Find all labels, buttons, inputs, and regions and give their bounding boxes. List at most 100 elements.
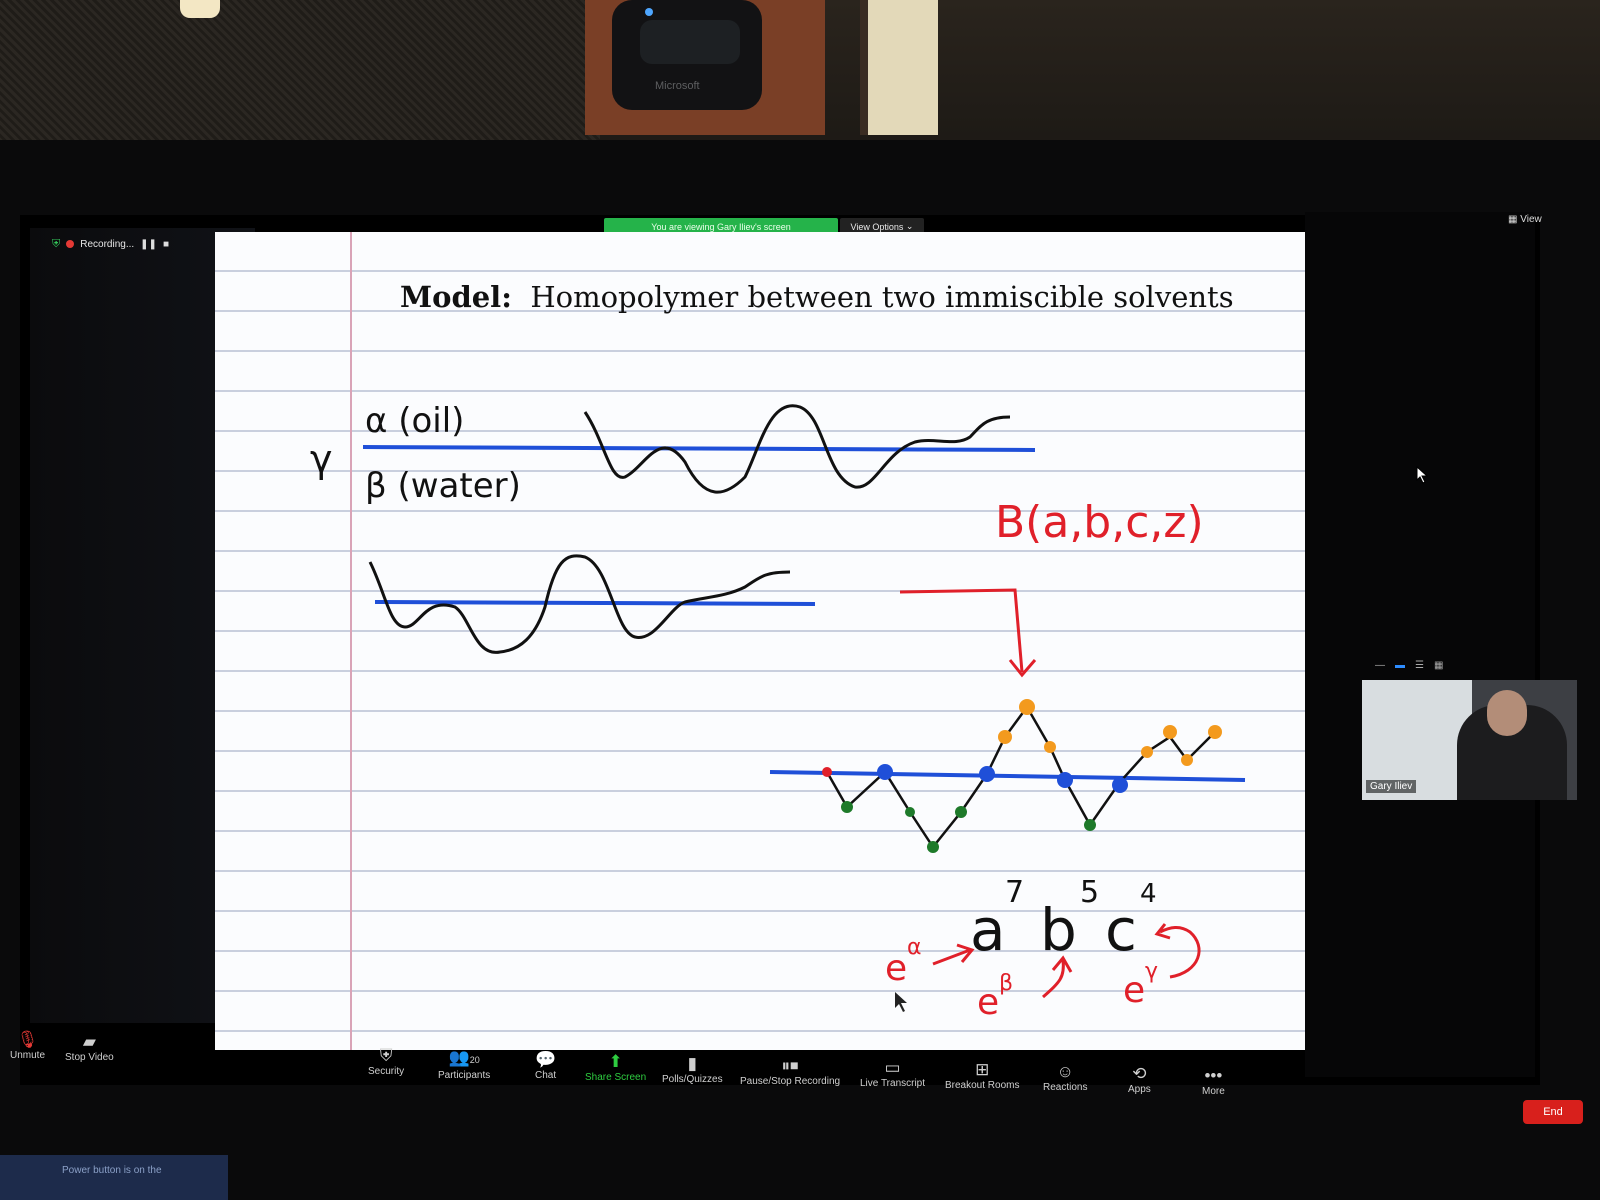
- polls-button[interactable]: ▮ Polls/Quizzes: [662, 1054, 723, 1085]
- viewing-banner: You are viewing Gary Iliev's screen: [604, 218, 838, 235]
- c-exponent: 4: [1140, 879, 1157, 909]
- arrow-e-beta: [1042, 955, 1073, 999]
- margin-line: [350, 232, 352, 1050]
- viewing-banner-text: You are viewing Gary Iliev's screen: [651, 221, 791, 232]
- chat-button[interactable]: 💬 Chat: [535, 1050, 556, 1081]
- live-transcript-button[interactable]: ▭ Live Transcript: [860, 1058, 925, 1089]
- dot-green: [841, 801, 853, 813]
- polls-label: Polls/Quizzes: [662, 1074, 723, 1085]
- share-screen-label: Share Screen: [585, 1072, 647, 1083]
- participants-icon: 👥20: [448, 1048, 480, 1067]
- meeting-toolbar: 🎙︎ Unmute ▰ Stop Video ⛨ Security 👥20 Pa…: [0, 1028, 1600, 1108]
- webcam-lens: [640, 20, 740, 64]
- view-options-button[interactable]: View Options ⌄: [840, 218, 924, 235]
- more-dots-icon: •••: [1204, 1066, 1223, 1085]
- stop-recording-icon[interactable]: ■: [162, 238, 169, 250]
- c-base: c: [1105, 896, 1137, 964]
- end-meeting-button[interactable]: End: [1523, 1100, 1583, 1124]
- encryption-shield-icon: ⛨: [52, 237, 61, 250]
- pause-recording-icon[interactable]: ❚❚: [140, 238, 157, 250]
- smiley-icon: ☺: [1056, 1062, 1074, 1081]
- security-label: Security: [368, 1066, 405, 1077]
- security-button[interactable]: ⛨ Security: [368, 1046, 404, 1077]
- slide-title-bold: Model:: [400, 280, 512, 314]
- view-grid-icon: ▦: [1508, 214, 1521, 225]
- polymer-curve-bottom: [368, 554, 791, 654]
- pause-stop-icon: ⏸⏹: [781, 1056, 799, 1075]
- dot-green: [927, 841, 939, 853]
- participant-head: [1487, 690, 1527, 736]
- gallery-view-controls: — ▬ ☰ ▦: [1375, 660, 1443, 671]
- unmute-button[interactable]: 🎙︎ Unmute: [10, 1030, 45, 1061]
- dot-green: [905, 807, 915, 817]
- shared-slide: Model: Homopolymer between two immiscibl…: [215, 232, 1305, 1050]
- recording-status: ⛨ Recording... ❚❚ ■: [52, 236, 169, 252]
- share-screen-button[interactable]: ⬆ Share Screen: [585, 1052, 646, 1083]
- gamma-label: γ: [310, 437, 333, 481]
- a-exponent: 7: [1005, 875, 1024, 910]
- b-base: b: [1040, 896, 1077, 964]
- reactions-label: Reactions: [1043, 1082, 1088, 1093]
- recording-dot-icon: [66, 240, 75, 248]
- lattice-dots: [822, 699, 1222, 853]
- slide-title: Model: Homopolymer between two immiscibl…: [400, 280, 1234, 314]
- ruled-lines: [215, 232, 1305, 1050]
- apps-button[interactable]: ⟲ Apps: [1128, 1064, 1151, 1095]
- participants-label: Participants: [438, 1070, 491, 1081]
- muted-mic-icon: 🎙︎: [16, 1030, 39, 1049]
- apps-icon: ⟲: [1132, 1064, 1147, 1083]
- apps-label: Apps: [1128, 1084, 1151, 1095]
- dot-green: [1084, 819, 1096, 831]
- more-label: More: [1202, 1086, 1225, 1097]
- bar-chart-icon: ▮: [687, 1054, 697, 1073]
- b-exponent: 5: [1080, 875, 1099, 910]
- participant-video[interactable]: Gary Iliev: [1362, 680, 1577, 800]
- dot-orange: [1141, 746, 1153, 758]
- view-options-label: View Options: [850, 221, 904, 232]
- doorframe: [860, 0, 938, 135]
- dot-green: [955, 806, 967, 818]
- stop-video-button[interactable]: ▰ Stop Video: [65, 1032, 114, 1063]
- dot-orange: [1208, 725, 1222, 739]
- dot-orange: [1181, 754, 1193, 766]
- participant-name: Gary Iliev: [1366, 780, 1417, 793]
- pause-recording-button[interactable]: ⏸⏹ Pause/Stop Recording: [740, 1056, 840, 1087]
- participants-count: 20: [469, 1055, 480, 1065]
- stop-video-label: Stop Video: [65, 1052, 114, 1063]
- interface-line-top: [362, 445, 1036, 452]
- slide-title-rest: Homopolymer between two immiscible solve…: [530, 280, 1234, 314]
- beta-water-label: β (water): [365, 466, 521, 506]
- e-alpha-base: e: [885, 948, 907, 989]
- speaker-view-icon[interactable]: ▬: [1395, 660, 1405, 671]
- minimize-icon[interactable]: —: [1375, 660, 1385, 671]
- dot-orange: [1044, 741, 1056, 753]
- video-camera-icon: ▰: [82, 1032, 96, 1051]
- share-screen-icon: ⬆: [608, 1052, 623, 1071]
- e-gamma-sup: γ: [1145, 959, 1158, 984]
- cc-icon: ▭: [884, 1058, 901, 1077]
- shield-icon: ⛨: [379, 1046, 393, 1065]
- strip-view-icon[interactable]: ☰: [1415, 660, 1424, 671]
- gallery-grid-icon[interactable]: ▦: [1433, 660, 1444, 671]
- arrow-e-alpha: [932, 943, 975, 966]
- participants-button[interactable]: 👥20 Participants: [438, 1048, 490, 1081]
- interface-line-bottom: [374, 600, 816, 606]
- breakout-rooms-button[interactable]: ⊞ Breakout Rooms: [945, 1060, 1019, 1091]
- dot-orange: [998, 730, 1012, 744]
- reactions-button[interactable]: ☺ Reactions: [1043, 1062, 1087, 1093]
- mouse-pointer-icon: [895, 992, 907, 1012]
- a-base: a: [970, 896, 1006, 964]
- dot-blue: [1057, 772, 1073, 788]
- ceiling-light: [180, 0, 220, 18]
- more-button[interactable]: ••• More: [1202, 1066, 1225, 1097]
- view-button[interactable]: ▦ View: [1508, 214, 1542, 225]
- e-beta-sup: β: [999, 971, 1013, 996]
- dot-blue: [979, 766, 995, 782]
- chevron-down-icon: ⌄: [903, 221, 914, 231]
- dot-blue: [1112, 777, 1128, 793]
- interface-line-lattice: [769, 770, 1246, 782]
- arrow-e-gamma: [1154, 923, 1201, 979]
- polymer-curve-top: [583, 404, 1011, 494]
- chat-label: Chat: [535, 1070, 557, 1081]
- power-button-note: Power button is on the: [0, 1155, 228, 1200]
